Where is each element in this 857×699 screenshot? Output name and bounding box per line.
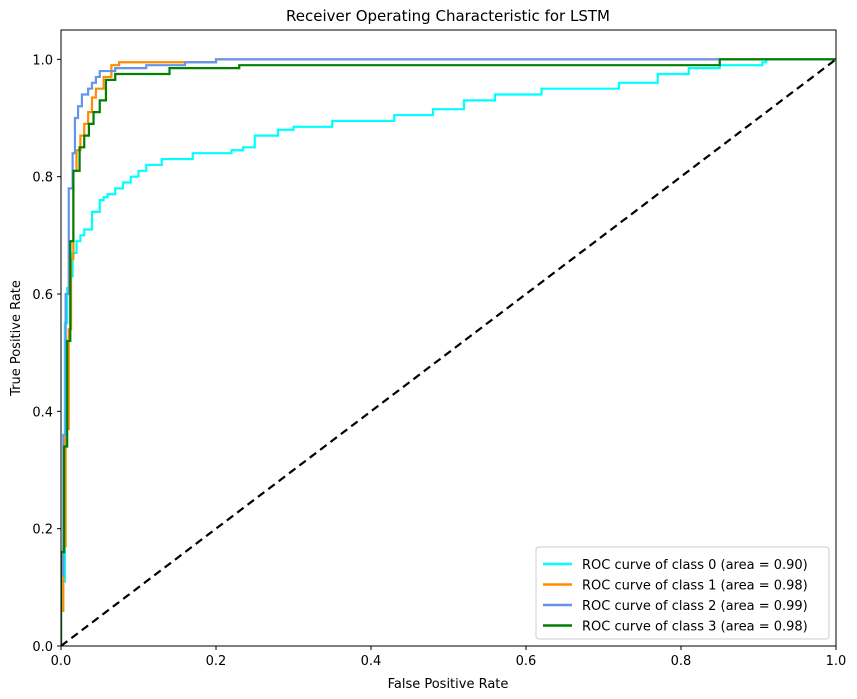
x-axis-ticks: 0.0 0.2 0.4 0.6 0.8 1.0	[51, 646, 847, 669]
y-tick-label: 1.0	[32, 53, 53, 68]
plot-area: 0.0 0.2 0.4 0.6 0.8 1.0 0.0 0.2 0.4 0.6 0.8 1.0	[32, 29, 847, 669]
legend-box	[535, 546, 830, 640]
y-tick-label: 0.2	[32, 523, 53, 538]
y-axis-title: True Positive Rate	[9, 280, 24, 397]
chart-title: Receiver Operating Characteristic for LS…	[286, 7, 610, 25]
legend-items: ROC curve of class 0 (area = 0.90) ROC cu…	[543, 558, 808, 635]
roc-series-line-class-3	[61, 58, 836, 646]
y-tick-label: 0.8	[32, 171, 53, 186]
y-tick-label: 0.6	[32, 288, 53, 303]
x-tick-label: 0.4	[361, 654, 382, 669]
legend: ROC curve of class 0 (area = 0.90) ROC cu…	[535, 546, 830, 640]
x-tick-label: 0.6	[516, 654, 537, 669]
x-axis-title: False Positive Rate	[388, 677, 509, 692]
legend-label: ROC curve of class 0 (area = 0.90)	[582, 558, 808, 573]
roc-series-line-class-2	[61, 58, 836, 646]
roc-series-line-class-0	[61, 58, 836, 646]
x-tick-label: 0.8	[671, 654, 692, 669]
diagonal-reference-line	[61, 58, 836, 646]
legend-label: ROC curve of class 1 (area = 0.98)	[582, 579, 808, 594]
series-layer	[61, 58, 836, 646]
y-tick-label: 0.4	[32, 405, 53, 420]
axes-frame	[60, 29, 837, 647]
legend-label: ROC curve of class 3 (area = 0.98)	[582, 620, 808, 635]
x-tick-label: 0.0	[51, 654, 72, 669]
x-tick-label: 0.2	[206, 654, 227, 669]
legend-label: ROC curve of class 2 (area = 0.99)	[582, 599, 808, 614]
y-axis-ticks: 0.0 0.2 0.4 0.6 0.8 1.0	[32, 53, 61, 655]
x-tick-label: 1.0	[826, 654, 847, 669]
y-tick-label: 0.0	[32, 640, 53, 655]
